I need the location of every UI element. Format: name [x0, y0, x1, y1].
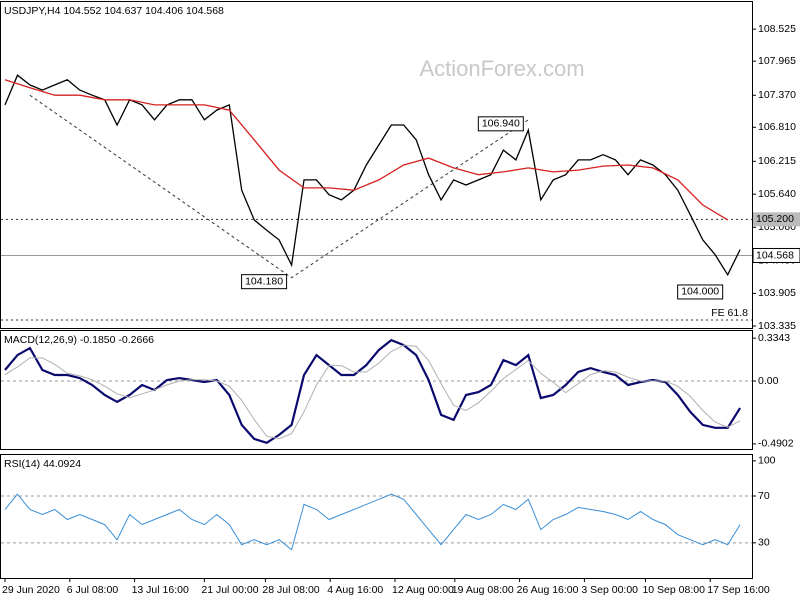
- x-tick-label: 12 Aug 00:00: [392, 584, 454, 596]
- x-tick-label: 29 Jun 2020: [2, 584, 60, 596]
- pivot-label: 106.940: [482, 118, 520, 130]
- x-tick-label: 17 Sep 16:00: [707, 584, 770, 596]
- last-price-box: [752, 247, 800, 263]
- x-tick-label: 13 Jul 16:00: [132, 584, 189, 596]
- watermark: ActionForex.com: [419, 56, 584, 81]
- level-label: FE 61.8: [711, 307, 748, 319]
- y-tick-label: 106.810: [758, 121, 796, 133]
- level-label: 105.200: [756, 213, 794, 225]
- series-line: [4, 338, 742, 445]
- y-tick-label: 105.640: [758, 188, 796, 200]
- pivot-label: 104.000: [681, 286, 719, 298]
- y-tick-label: 103.905: [758, 287, 796, 299]
- x-tick-label: 10 Sep 08:00: [642, 584, 705, 596]
- x-tick-label: 28 Jul 08:00: [262, 584, 319, 596]
- series-line: [4, 74, 741, 277]
- series-line: [4, 493, 741, 551]
- x-tick-label: 4 Aug 16:00: [327, 584, 383, 596]
- panel: [0, 330, 753, 450]
- panel-title: RSI(14) 44.0924: [4, 458, 81, 470]
- last-price-label: 104.568: [756, 249, 794, 261]
- x-tick-label: 19 Aug 08:00: [452, 584, 514, 596]
- level-label-box: [753, 212, 800, 227]
- pivot-box: [677, 284, 724, 300]
- y-tick-label: 0.3343: [758, 332, 790, 344]
- x-tick-label: 3 Sep 00:00: [581, 584, 638, 596]
- series-line: [4, 79, 729, 221]
- y-tick-label: 70: [758, 490, 770, 502]
- panel-title: USDJPY,H4 104.552 104.637 104.406 104.56…: [4, 5, 224, 17]
- panel: [0, 1, 753, 329]
- y-tick-label: 103.335: [758, 320, 796, 332]
- y-tick-label: 100: [758, 455, 776, 467]
- x-tick-label: 6 Jul 08:00: [67, 584, 119, 596]
- y-tick-label: 107.965: [758, 55, 796, 67]
- y-tick-label: 0.00: [758, 375, 779, 387]
- panel-title: MACD(12,26,9) -0.1850 -0.2666: [4, 334, 154, 346]
- y-tick-label: -0.4902: [758, 438, 794, 450]
- series-line: [4, 344, 741, 440]
- y-tick-label: 108.525: [758, 23, 796, 35]
- x-tick-label: 21 Jul 00:00: [201, 584, 258, 596]
- pivot-box: [477, 116, 524, 132]
- y-tick-label: 30: [758, 537, 770, 549]
- y-tick-label: 107.370: [758, 89, 796, 101]
- trendline: [29, 94, 529, 279]
- panel: [0, 454, 753, 579]
- x-tick-label: 26 Aug 16:00: [517, 584, 579, 596]
- pivot-label: 104.180: [245, 275, 283, 287]
- pivot-box: [241, 274, 288, 290]
- y-tick-label: 106.215: [758, 155, 796, 167]
